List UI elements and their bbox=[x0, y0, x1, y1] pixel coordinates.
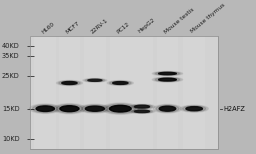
Text: Mouse testis: Mouse testis bbox=[163, 6, 195, 34]
Ellipse shape bbox=[62, 81, 77, 85]
FancyBboxPatch shape bbox=[157, 36, 178, 149]
Ellipse shape bbox=[158, 72, 176, 75]
Ellipse shape bbox=[134, 110, 150, 113]
Ellipse shape bbox=[85, 79, 105, 82]
Ellipse shape bbox=[113, 82, 128, 84]
Text: HepG2: HepG2 bbox=[137, 17, 156, 34]
Ellipse shape bbox=[105, 104, 135, 113]
Text: Mouse thymus: Mouse thymus bbox=[190, 3, 226, 34]
Text: 40KD: 40KD bbox=[2, 43, 20, 49]
Ellipse shape bbox=[79, 104, 111, 113]
Ellipse shape bbox=[60, 106, 79, 112]
Ellipse shape bbox=[59, 81, 80, 85]
Ellipse shape bbox=[81, 105, 108, 112]
Text: MCF7: MCF7 bbox=[65, 20, 81, 34]
Ellipse shape bbox=[57, 81, 82, 85]
Ellipse shape bbox=[102, 103, 139, 114]
FancyBboxPatch shape bbox=[34, 36, 56, 149]
Text: 10KD: 10KD bbox=[2, 136, 20, 142]
Ellipse shape bbox=[85, 106, 104, 111]
Ellipse shape bbox=[155, 78, 180, 82]
Text: 25KD: 25KD bbox=[2, 73, 20, 79]
Ellipse shape bbox=[158, 78, 176, 81]
FancyBboxPatch shape bbox=[30, 36, 218, 149]
Text: H2AFZ: H2AFZ bbox=[223, 106, 245, 112]
Ellipse shape bbox=[186, 107, 202, 111]
Text: HL60: HL60 bbox=[41, 21, 56, 34]
Ellipse shape bbox=[134, 105, 150, 108]
Ellipse shape bbox=[56, 105, 83, 113]
Ellipse shape bbox=[180, 105, 208, 112]
FancyBboxPatch shape bbox=[183, 36, 205, 149]
FancyBboxPatch shape bbox=[131, 36, 153, 149]
Ellipse shape bbox=[129, 109, 155, 113]
Text: 22RV-1: 22RV-1 bbox=[90, 17, 109, 34]
Ellipse shape bbox=[131, 105, 153, 109]
Ellipse shape bbox=[30, 104, 61, 113]
Ellipse shape bbox=[110, 105, 131, 112]
Text: PC12: PC12 bbox=[116, 21, 131, 34]
FancyBboxPatch shape bbox=[110, 36, 131, 149]
Ellipse shape bbox=[156, 105, 179, 112]
Ellipse shape bbox=[83, 79, 107, 82]
Ellipse shape bbox=[36, 106, 55, 111]
Ellipse shape bbox=[155, 72, 180, 75]
Text: 35KD: 35KD bbox=[2, 53, 20, 59]
Ellipse shape bbox=[183, 106, 206, 111]
FancyBboxPatch shape bbox=[84, 36, 106, 149]
Ellipse shape bbox=[88, 79, 102, 81]
Ellipse shape bbox=[159, 106, 176, 111]
Ellipse shape bbox=[152, 77, 183, 82]
Ellipse shape bbox=[153, 104, 182, 113]
FancyBboxPatch shape bbox=[59, 36, 80, 149]
Ellipse shape bbox=[129, 104, 155, 109]
Ellipse shape bbox=[131, 110, 153, 113]
Ellipse shape bbox=[33, 105, 58, 113]
Ellipse shape bbox=[110, 81, 131, 85]
Ellipse shape bbox=[152, 71, 183, 76]
Text: 15KD: 15KD bbox=[2, 106, 20, 112]
Ellipse shape bbox=[107, 81, 133, 85]
Ellipse shape bbox=[53, 104, 86, 114]
